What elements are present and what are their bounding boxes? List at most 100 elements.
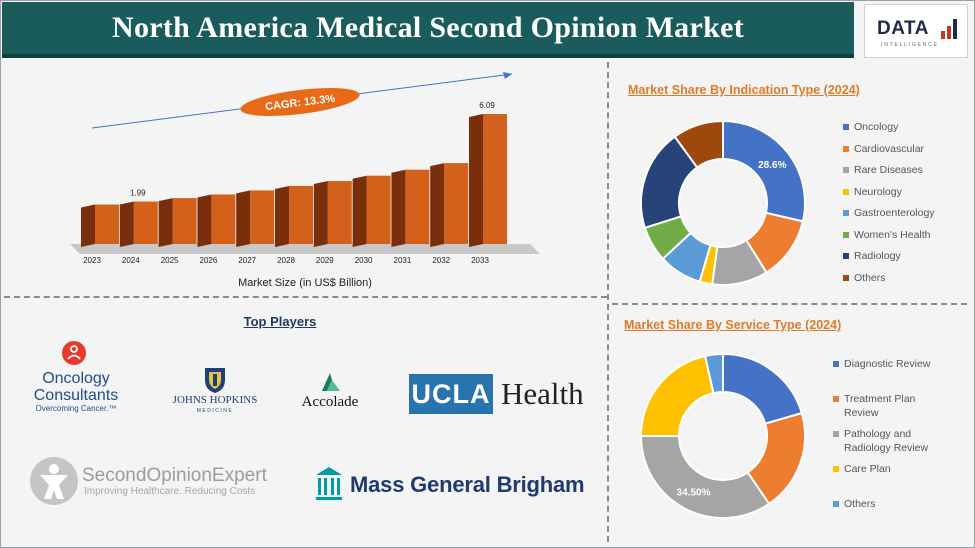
jhu-shield-icon [205, 368, 225, 393]
legend-swatch [833, 361, 839, 367]
bar-side-2030 [352, 175, 367, 247]
soe-tagline: Improving Healthcare. Reducing Costs [84, 486, 256, 497]
bar-side-2031 [391, 169, 406, 247]
tick-label-2029: 2029 [316, 256, 334, 265]
legend-label: Care Plan [844, 463, 891, 475]
jhu-name: JOHNS HOPKINS [172, 394, 258, 406]
bar-side-2024 [119, 201, 134, 247]
tick-label-2026: 2026 [200, 256, 218, 265]
bar-side-2028 [275, 185, 289, 247]
value-label-2033: 6.09 [479, 101, 495, 110]
legend-label: Treatment Plan [844, 393, 916, 405]
service-chart-title: Market Share By Service Type (2024) [624, 318, 842, 332]
legend-swatch [843, 210, 849, 216]
legend-swatch [843, 274, 849, 281]
legend-label: Rare Diseases [854, 164, 923, 176]
mass-general-brigham-logo: Mass General Brigham [314, 465, 599, 505]
legend-item: Cardiovascular [843, 142, 935, 156]
legend-label: Radiology Review [844, 442, 929, 454]
logo-text: DATA [877, 18, 929, 39]
ucla-health-word: Health [501, 376, 584, 411]
trend-arrow-head-icon [503, 72, 512, 79]
slice-label-pathology-and-radiology-review: 34.50% [677, 488, 711, 499]
legend-item: Care Plan [833, 462, 930, 476]
slice-label-oncology: 28.6% [758, 160, 786, 171]
legend-label: Others [854, 271, 886, 284]
logo-bars-icon [941, 19, 959, 39]
slice-others [703, 352, 724, 395]
legend-item: Others [843, 271, 935, 285]
bar-2032 [444, 163, 469, 244]
bar-2029 [327, 181, 352, 244]
mgb-name: Mass General Brigham [350, 472, 585, 497]
bar-2030 [366, 175, 391, 244]
indication-legend: Oncology Cardiovascular Rare Diseases Neuro… [843, 120, 935, 292]
bar-2031 [405, 169, 430, 244]
ucla-health-logo: UCLA Health [409, 374, 599, 416]
oncology-name-line1: Oncology [42, 370, 110, 387]
horizontal-divider-right [612, 303, 967, 305]
service-donut-chart: 34.50% [639, 352, 806, 519]
tick-label-2032: 2032 [432, 256, 450, 265]
legend-label: Review [844, 407, 879, 419]
indication-chart-title: Market Share By Indication Type (2024) [628, 83, 860, 97]
tick-label-2031: 2031 [394, 256, 412, 265]
bar-chart-xlabel: Market Size (in US$ Billion) [238, 277, 372, 289]
legend-item: Gastroenterology [843, 206, 935, 220]
bar-side-2029 [313, 181, 328, 247]
bar-2023 [95, 204, 119, 244]
tick-label-2024: 2024 [122, 256, 140, 265]
value-label-2024: 1.99 [130, 189, 146, 198]
legend-swatch [833, 431, 839, 437]
logo-subtext: INTELLIGENCE [881, 42, 939, 48]
soe-figure-icon [30, 457, 78, 505]
legend-label: Diagnostic Review [844, 358, 931, 370]
legend-swatch [833, 501, 839, 507]
market-size-bar-chart: CAGR: 13.3% 2023 2024 1.99 2025 2026 2027 2028… [70, 72, 540, 265]
bar-side-2032 [430, 163, 445, 247]
legend-swatch [843, 145, 849, 152]
tick-label-2033: 2033 [471, 256, 489, 265]
bar-2024 [133, 201, 158, 244]
slice-pathology-and-radiology-review [639, 435, 771, 519]
legend-label: Women's Health [854, 228, 931, 241]
legend-item: Radiology [843, 249, 935, 263]
legend-swatch [833, 396, 839, 402]
legend-swatch [843, 124, 849, 130]
legend-item: Treatment Plan Review [833, 392, 930, 420]
bar-side-2027 [236, 190, 251, 247]
chart-floor [70, 244, 540, 254]
legend-swatch [833, 466, 839, 472]
horizontal-divider-left [4, 296, 607, 298]
cagr-badge: CAGR: 13.3% [240, 88, 360, 116]
legend-item: Pathology and Radiology Review [833, 427, 930, 455]
legend-swatch [843, 253, 849, 259]
bar-2033 [483, 114, 507, 244]
johns-hopkins-logo: JOHNS HOPKINS MEDICINE [172, 366, 258, 418]
legend-label: Cardiovascular [854, 142, 925, 155]
slice-diagnostic-review [722, 352, 803, 425]
tick-label-2023: 2023 [83, 256, 101, 265]
legend-item: Women's Health [843, 228, 935, 242]
indication-donut-chart: 28.6% [640, 119, 806, 286]
legend-label: Oncology [854, 121, 899, 133]
top-players-title: Top Players [243, 314, 317, 329]
legend-item: Oncology [843, 120, 935, 134]
title-banner: North America Medical Second Opinion Mar… [2, 2, 854, 58]
slice-others [673, 119, 724, 169]
legend-swatch [843, 188, 849, 195]
service-legend: Diagnostic Review Treatment Plan Review Pat… [833, 357, 930, 532]
legend-item: Rare Diseases [843, 163, 935, 177]
accolade-logo: Accolade [292, 370, 368, 414]
legend-item: Diagnostic Review [833, 357, 930, 371]
bar-side-2026 [197, 194, 212, 247]
jhu-subname: MEDICINE [196, 408, 234, 414]
legend-item: Neurology [843, 185, 935, 199]
legend-swatch [843, 231, 849, 238]
soe-name: SecondOpinionExpert [82, 465, 267, 486]
brand-logo: DATA INTELLIGENCE [864, 4, 968, 58]
legend-item: Others [833, 497, 930, 511]
bar-side-2033 [469, 114, 483, 247]
tick-label-2030: 2030 [355, 256, 373, 265]
slice-oncology [722, 119, 806, 223]
